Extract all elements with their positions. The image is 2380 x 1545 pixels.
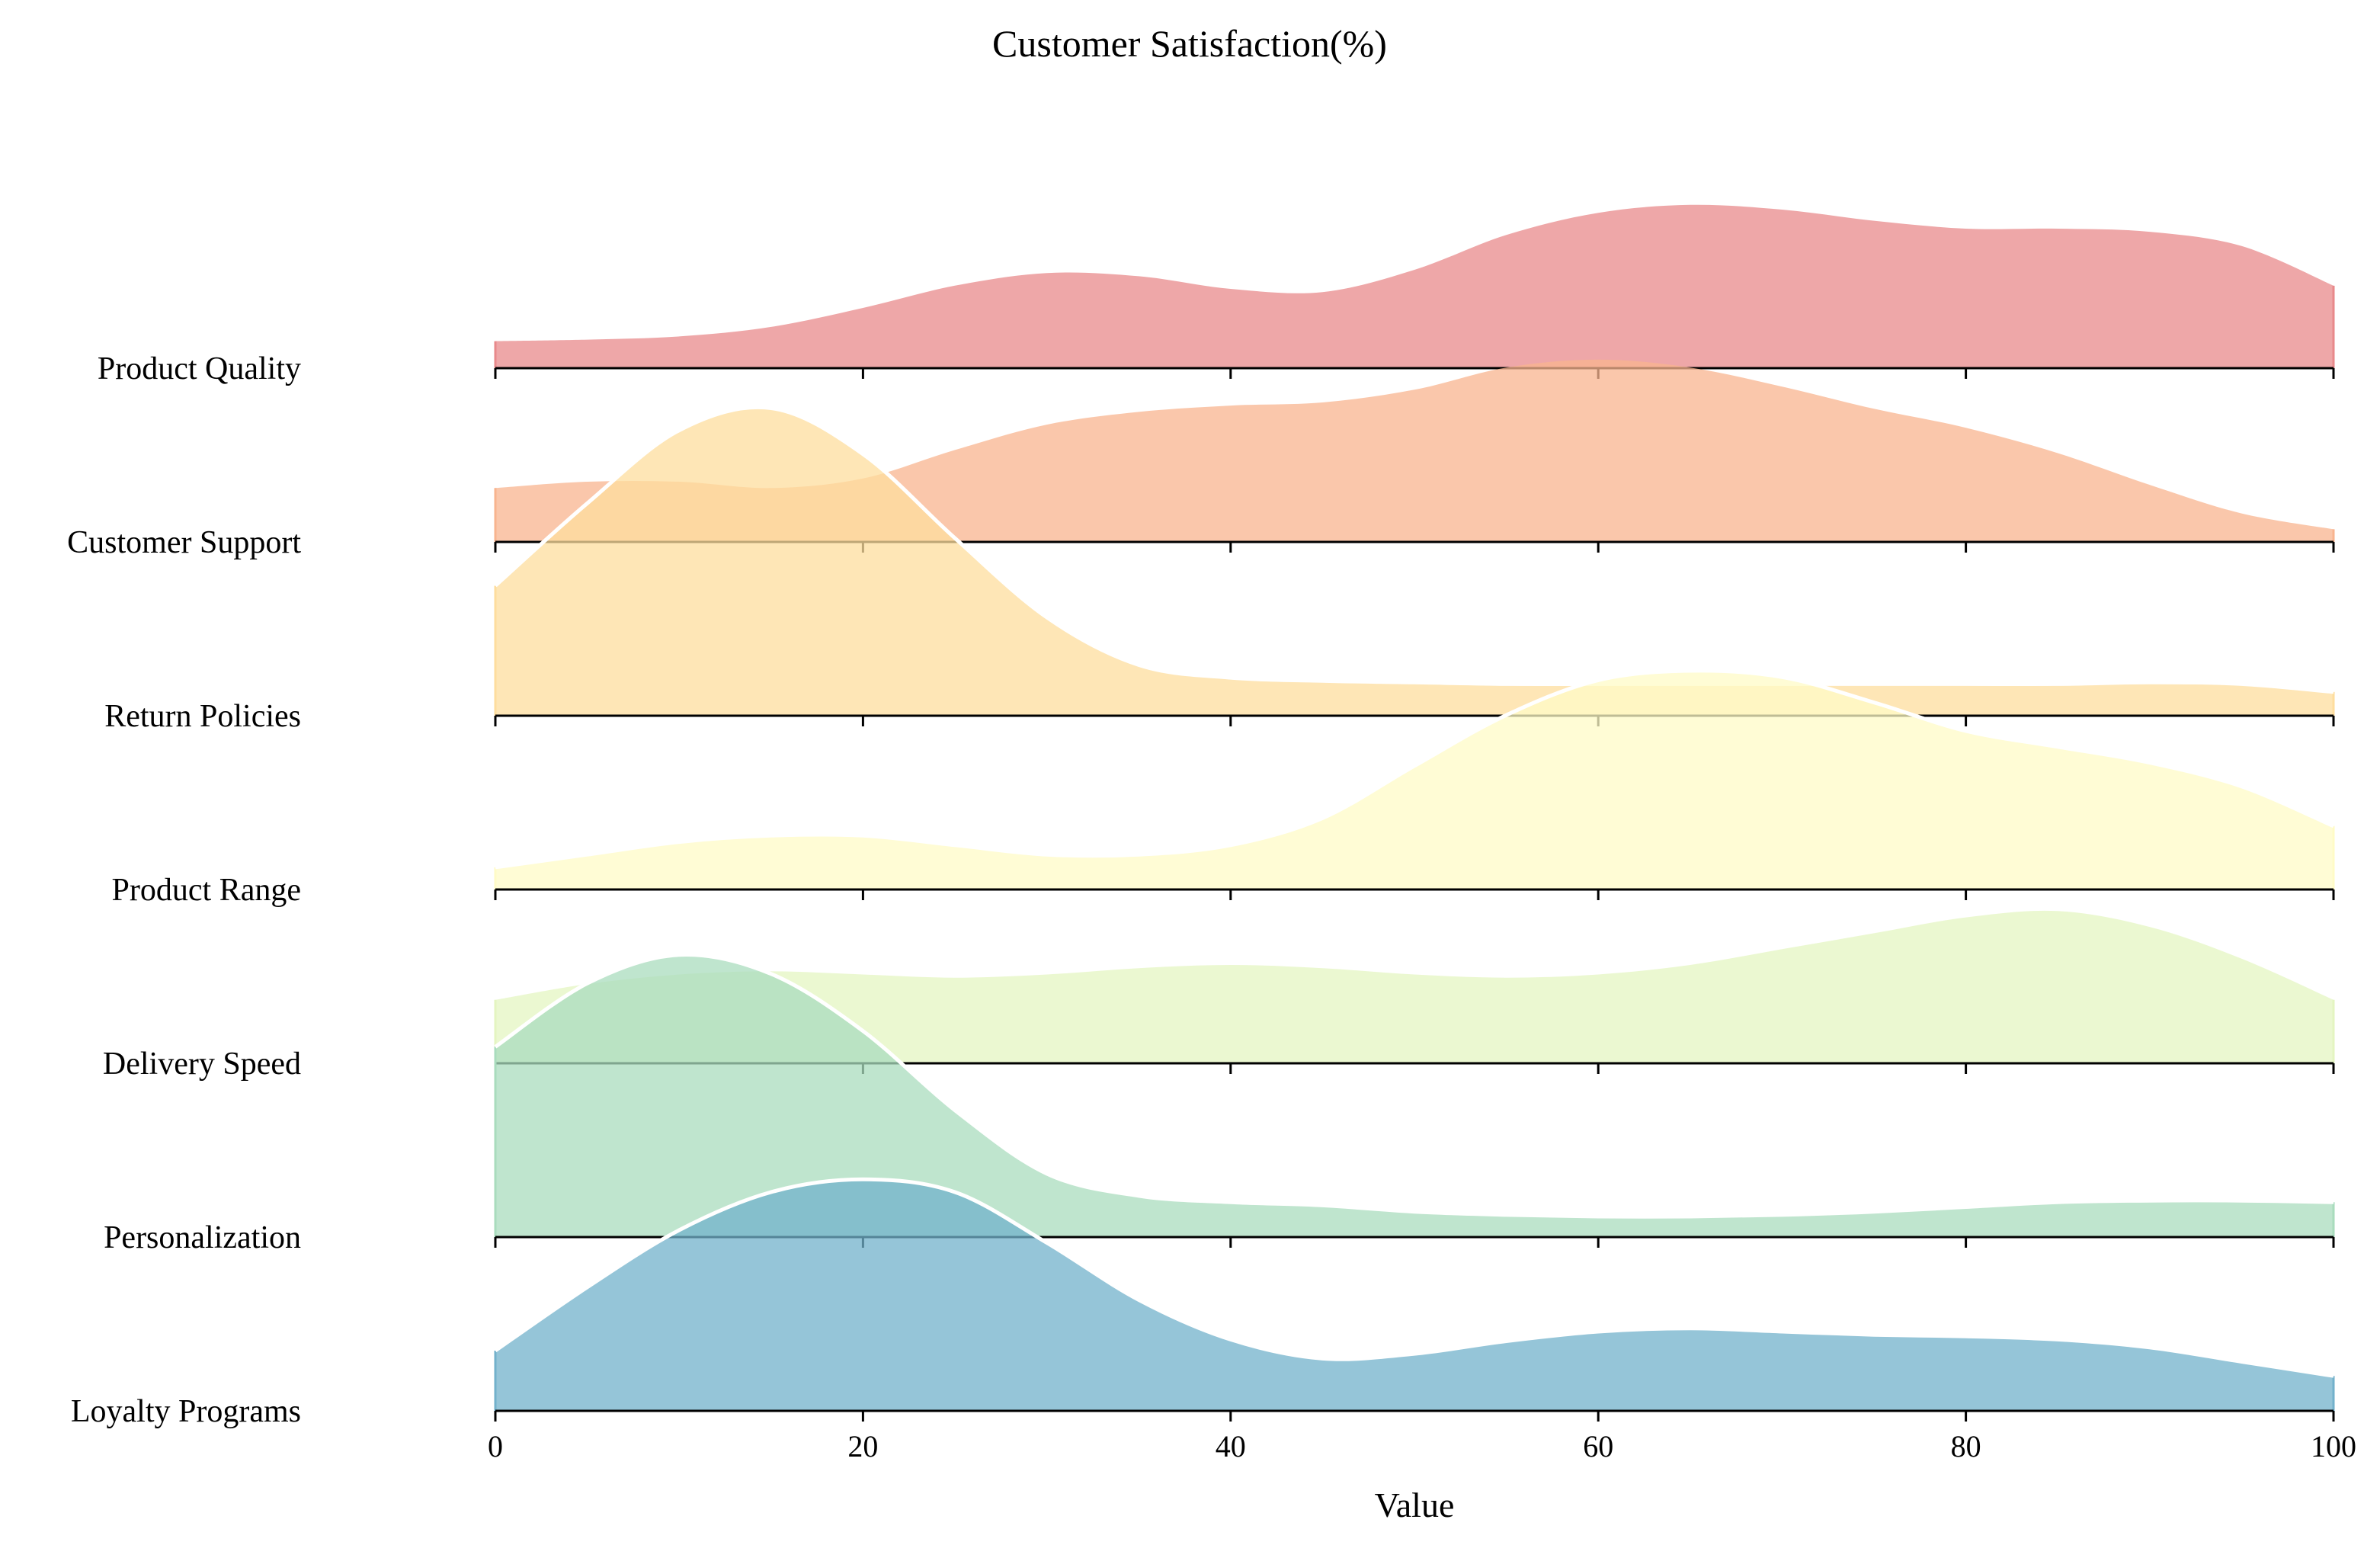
category-label-product-quality: Product Quality: [98, 351, 301, 386]
ridges-layer: Product Quality Customer Support Return Po…: [67, 204, 2335, 1429]
ridge-return-policies: Return Policies: [104, 405, 2335, 734]
category-label-product-range: Product Range: [112, 873, 301, 908]
ridge-area-loyalty-programs: [495, 1179, 2334, 1411]
ridge-outline-personalization: [494, 953, 2334, 1219]
ridge-area-personalization: [495, 954, 2334, 1237]
ridge-delivery-speed: Delivery Speed: [103, 910, 2335, 1082]
category-label-personalization: Personalization: [104, 1220, 301, 1255]
ridge-outline-loyalty-programs: [494, 1177, 2334, 1378]
ridge-customer-support: Customer Support: [67, 359, 2335, 560]
ridge-product-quality: Product Quality: [98, 204, 2335, 386]
category-label-return-policies: Return Policies: [104, 699, 301, 734]
x-tick-labels: 0 20 40 60 80 100: [488, 1429, 2356, 1463]
x-tick-label: 60: [1583, 1429, 1613, 1463]
ridge-area-return-policies: [495, 407, 2334, 716]
category-label-delivery-speed: Delivery Speed: [103, 1047, 301, 1082]
ridge-area-product-range: [495, 670, 2334, 889]
x-tick-label: 100: [2311, 1429, 2356, 1463]
ridge-product-range: Product Range: [112, 668, 2335, 908]
x-axis-label: Value: [1375, 1486, 1455, 1524]
ridge-outline-return-policies: [494, 405, 2334, 694]
x-tick-label: 80: [1951, 1429, 1981, 1463]
chart-title: Customer Satisfaction(%): [992, 22, 1387, 65]
ridge-area-product-quality: [495, 204, 2334, 368]
category-label-customer-support: Customer Support: [67, 525, 301, 560]
x-tick-label: 40: [1216, 1429, 1246, 1463]
ridge-outline-product-range: [495, 668, 2334, 870]
ridge-area-customer-support: [495, 359, 2334, 542]
x-tick-label: 0: [488, 1429, 503, 1463]
ridge-area-delivery-speed: [495, 910, 2334, 1063]
ridge-loyalty-programs: Loyalty Programs: [71, 1177, 2335, 1429]
x-tick-label: 20: [847, 1429, 878, 1463]
category-label-loyalty-programs: Loyalty Programs: [71, 1394, 301, 1429]
